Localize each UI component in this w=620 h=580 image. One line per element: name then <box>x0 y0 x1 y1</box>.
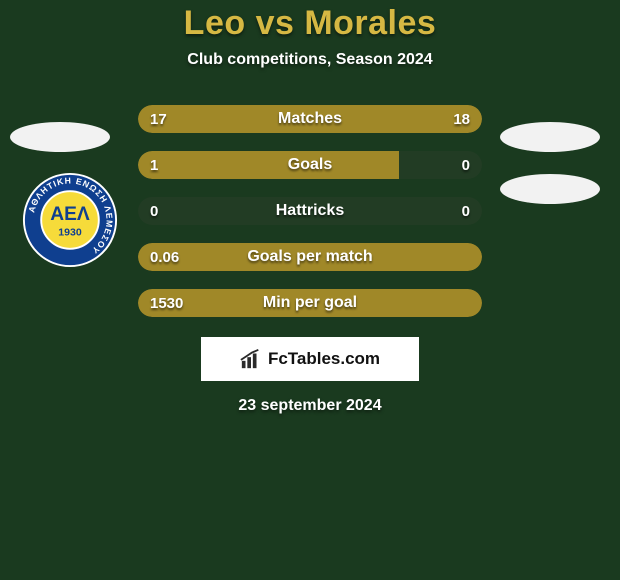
stat-row-goals-per-match: 0.06 Goals per match <box>138 243 482 271</box>
player-right-avatar <box>500 122 600 152</box>
stat-value-right: 0 <box>462 157 470 174</box>
stats-container: 17 Matches 18 1 Goals 0 0 Hattricks 0 0.… <box>138 105 482 317</box>
badge-year: 1930 <box>58 226 82 238</box>
stat-value-right: 18 <box>453 111 470 128</box>
stat-label: Min per goal <box>138 294 482 312</box>
player-left-avatar <box>10 122 110 152</box>
stat-label: Hattricks <box>138 202 482 220</box>
club-right-avatar <box>500 174 600 204</box>
stat-value-right: 0 <box>462 203 470 220</box>
club-left-badge: ΑΘΛΗΤΙΚΗ ΕΝΩΣΗ ΛΕΜΕΣΟΥ ΑΕΛ 1930 <box>22 172 118 268</box>
stat-row-matches: 17 Matches 18 <box>138 105 482 133</box>
brand-box[interactable]: FcTables.com <box>201 337 419 381</box>
stat-label: Goals <box>138 156 482 174</box>
stat-row-goals: 1 Goals 0 <box>138 151 482 179</box>
stat-row-min-per-goal: 1530 Min per goal <box>138 289 482 317</box>
badge-acronym: ΑΕΛ <box>50 204 90 225</box>
stat-row-hattricks: 0 Hattricks 0 <box>138 197 482 225</box>
stat-label: Goals per match <box>138 248 482 266</box>
barchart-icon <box>240 348 262 370</box>
generation-date: 23 september 2024 <box>238 397 381 415</box>
page-subtitle: Club competitions, Season 2024 <box>187 51 432 69</box>
page-title: Leo vs Morales <box>184 4 437 43</box>
stat-label: Matches <box>138 110 482 128</box>
brand-text: FcTables.com <box>268 349 380 369</box>
page-root: Leo vs Morales Club competitions, Season… <box>0 0 620 580</box>
